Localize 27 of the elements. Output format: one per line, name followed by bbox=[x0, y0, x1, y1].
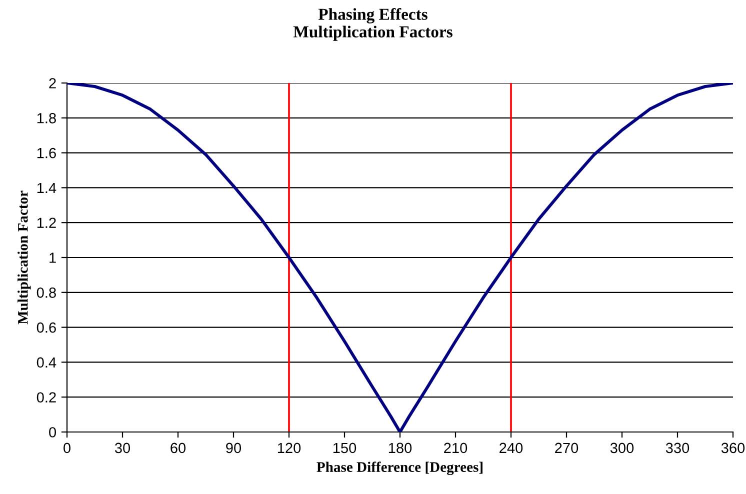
x-tick-label: 210 bbox=[444, 442, 468, 454]
y-tick-label: 1.8 bbox=[37, 113, 56, 124]
y-tick-label: 1.2 bbox=[37, 218, 56, 228]
y-tick-label: 1 bbox=[50, 252, 56, 263]
y-tick-label: 0.8 bbox=[36, 288, 56, 298]
y-tick-label: 0.2 bbox=[36, 392, 56, 403]
x-tick-label: 270 bbox=[555, 442, 578, 454]
x-tick-label: 180 bbox=[388, 442, 412, 454]
y-axis-title: Multiplication Factor bbox=[18, 190, 31, 324]
x-tick-label: 30 bbox=[114, 442, 130, 454]
x-tick-label: 0 bbox=[64, 442, 70, 454]
x-tick-label: 300 bbox=[610, 442, 634, 454]
x-tick-label: 150 bbox=[333, 442, 356, 454]
x-tick-label: 90 bbox=[226, 442, 242, 454]
y-tick-label: 0.6 bbox=[36, 322, 56, 333]
x-tick-label: 330 bbox=[666, 442, 690, 454]
y-tick-label: 0.4 bbox=[36, 357, 56, 368]
chart-title: Phasing Effects Multiplication Factors bbox=[293, 8, 452, 41]
x-tick-label: 360 bbox=[721, 442, 745, 454]
x-tick-label: 240 bbox=[500, 442, 523, 454]
y-tick-label: 0 bbox=[49, 427, 56, 438]
y-tick-label: 2 bbox=[49, 78, 56, 88]
y-tick-label: 1.6 bbox=[37, 148, 56, 158]
x-axis-title: Phase Difference [Degrees] bbox=[316, 462, 482, 476]
y-tick-label: 1.4 bbox=[37, 182, 56, 193]
x-tick-label: 60 bbox=[170, 442, 186, 454]
x-tick-label: 120 bbox=[278, 442, 301, 454]
